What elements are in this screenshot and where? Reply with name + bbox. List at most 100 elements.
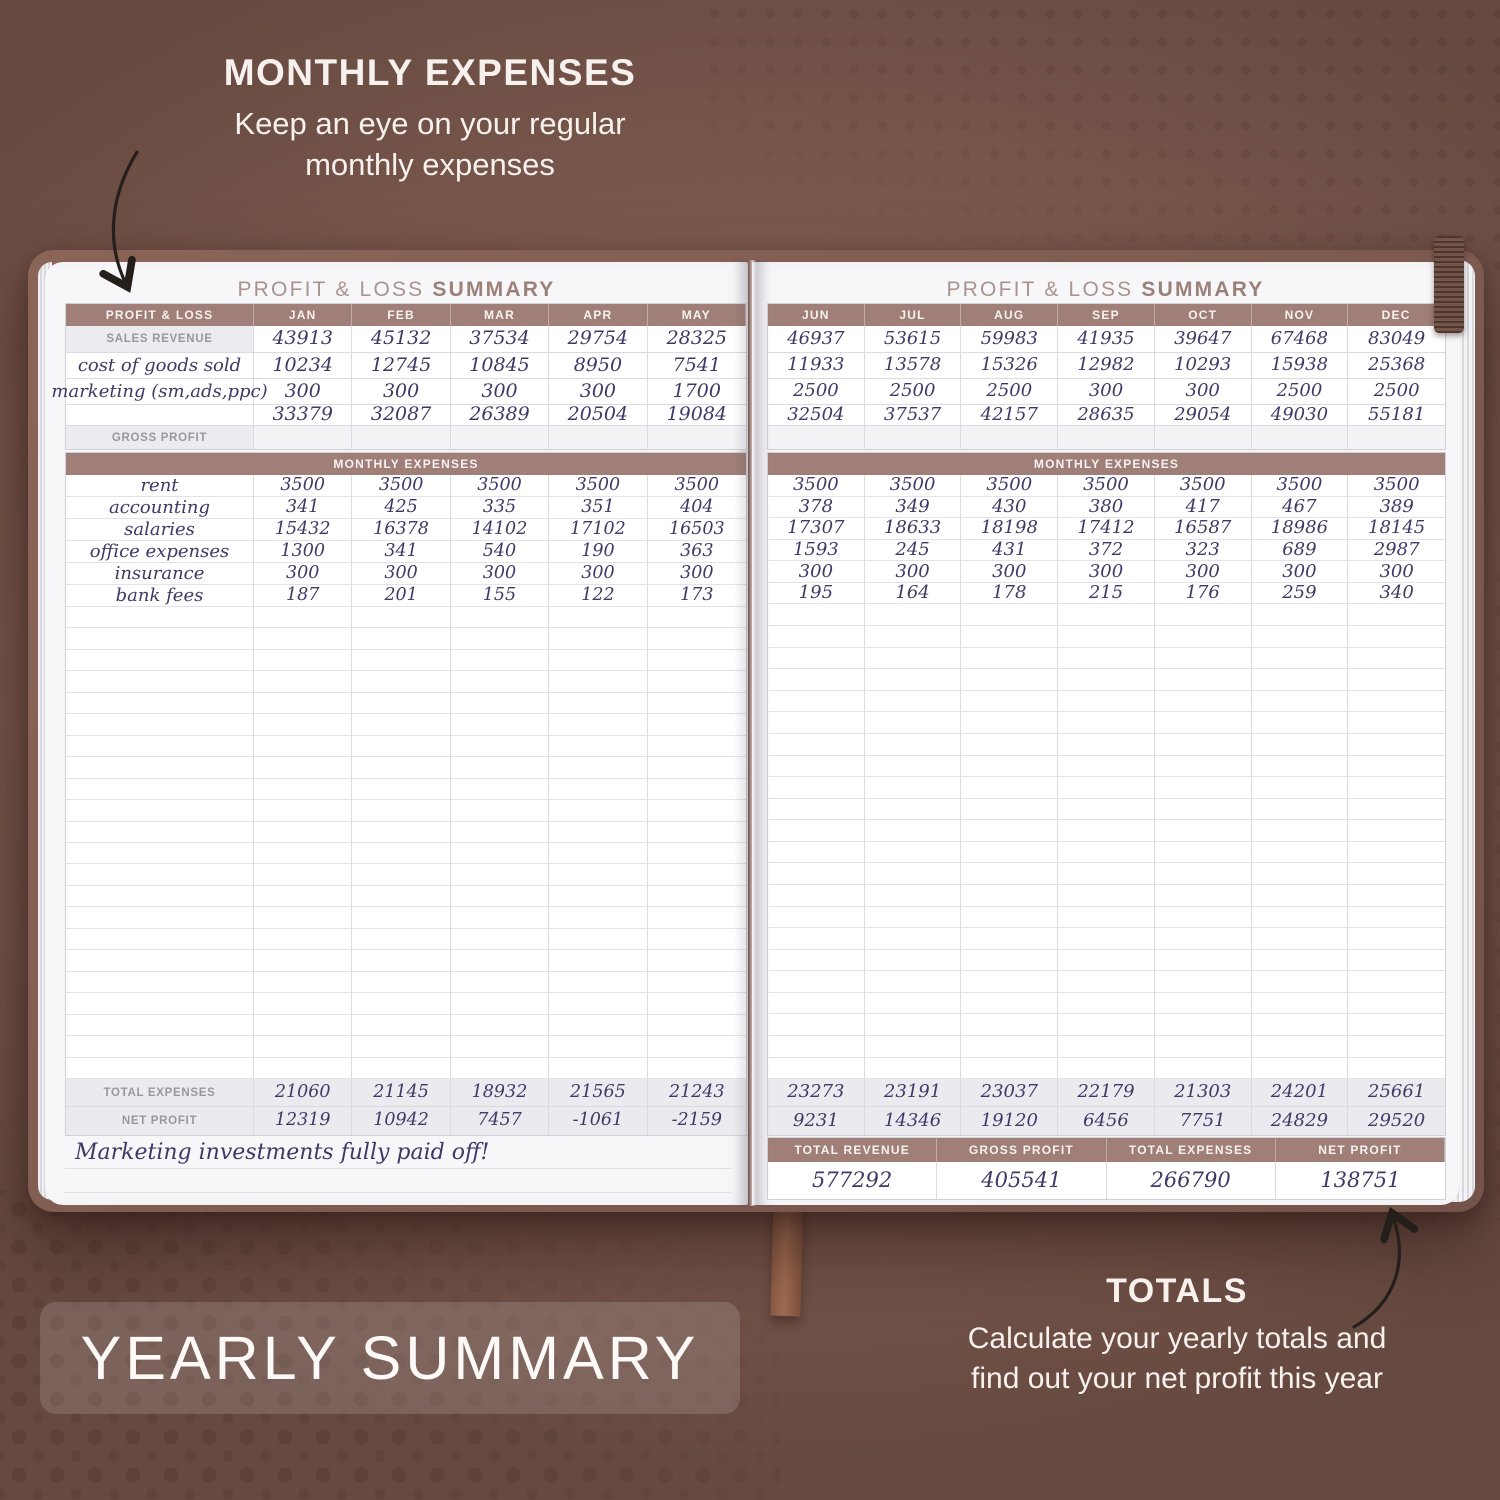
table-cell <box>647 822 746 843</box>
table-cell: 178 <box>961 582 1059 605</box>
table-cell <box>1251 1036 1349 1058</box>
table-cell: 300 <box>450 563 550 585</box>
table-cell <box>1154 884 1252 907</box>
table-cell: 53615 <box>864 326 962 353</box>
table-cell <box>1154 841 1252 864</box>
table-cell <box>647 426 746 449</box>
table-cell <box>254 692 353 715</box>
table-cell: 22179 <box>1058 1079 1155 1107</box>
table-cell <box>768 626 865 648</box>
table-cell: 378 <box>768 496 865 519</box>
table-cell: -2159 <box>647 1107 746 1135</box>
table-cell: 3500 <box>768 475 865 497</box>
table-cell <box>254 1057 353 1079</box>
table-cell <box>1154 733 1252 756</box>
table-cell <box>864 1014 962 1037</box>
table-cell <box>1154 820 1252 842</box>
table-cell <box>549 971 648 994</box>
table-row: 378 349 430 380 417 467 389 <box>768 496 1445 519</box>
monthly-expenses-table-left: MONTHLY EXPENSES rent 3500 3500 3500 3500 3500… <box>65 452 747 1136</box>
table-cell: 28325 <box>647 326 746 353</box>
table-cell <box>864 690 962 713</box>
table-cell <box>1154 690 1252 713</box>
handwritten-note: Marketing investments fully paid off! <box>75 1140 490 1165</box>
table-cell <box>961 949 1059 972</box>
table-cell <box>1154 669 1252 691</box>
table-cell: 10845 <box>450 353 550 379</box>
table-row: accounting 341 425 335 351 404 <box>66 497 746 519</box>
table-cell <box>352 671 451 693</box>
table-cell <box>352 628 451 650</box>
table-cell <box>1348 734 1445 756</box>
elastic-band <box>1434 236 1464 333</box>
table-cell <box>1154 949 1252 972</box>
table-cell: 335 <box>450 497 550 519</box>
table-cell <box>961 647 1059 670</box>
table-cell: 300 <box>1251 561 1349 583</box>
table-cell <box>66 1014 254 1037</box>
table-cell <box>450 864 550 886</box>
table-cell <box>352 426 451 449</box>
table-cell <box>768 841 865 864</box>
table-cell: 300 <box>1154 561 1252 583</box>
table-cell: 405541 <box>937 1162 1107 1199</box>
table-cell <box>1058 426 1155 449</box>
table-cell <box>1058 777 1155 799</box>
table-cell <box>66 971 254 994</box>
table-cell <box>647 843 746 865</box>
table-cell <box>768 884 865 907</box>
table-cell <box>66 714 254 736</box>
table-cell <box>768 1014 865 1037</box>
totals-header: GROSS PROFIT <box>937 1138 1107 1162</box>
table-cell: 24829 <box>1251 1107 1349 1135</box>
table-cell <box>549 864 648 886</box>
table-cell <box>864 604 962 627</box>
table-cell: 363 <box>647 541 746 563</box>
table-cell: 23037 <box>961 1079 1059 1107</box>
table-cell: 12745 <box>352 353 451 379</box>
table-cell <box>450 907 550 929</box>
table-cell <box>768 906 865 929</box>
table-row <box>66 821 746 843</box>
month-header: MAY <box>647 304 746 326</box>
row-label: TOTAL EXPENSES <box>66 1079 254 1107</box>
table-cell <box>549 885 648 908</box>
table-cell <box>352 842 451 865</box>
table-cell: 155 <box>450 585 550 607</box>
table-cell <box>450 1057 550 1079</box>
annotation-totals: TOTALS Calculate your yearly totals and … <box>872 1272 1482 1398</box>
page-title-bold: SUMMARY <box>1141 278 1265 301</box>
table-row <box>66 628 746 650</box>
table-cell: 20504 <box>549 405 648 426</box>
table-cell <box>450 1036 550 1058</box>
table-cell <box>1154 971 1252 993</box>
table-cell <box>647 714 746 736</box>
table-cell: 1593 <box>768 539 865 562</box>
table-cell <box>768 1057 865 1080</box>
profit-loss-table-left: PROFIT & LOSS JAN FEB MAR APR MAY SALES REVENU… <box>51 303 747 450</box>
table-row <box>66 607 746 629</box>
table-row <box>66 671 746 693</box>
table-cell <box>1251 971 1349 993</box>
table-rows: 3500 3500 3500 3500 3500 3500 3500 378 349 430 380… <box>768 475 1445 1080</box>
table-cell <box>549 426 648 449</box>
table-cell: 323 <box>1154 539 1252 562</box>
table-cell: 17307 <box>768 518 865 540</box>
month-header: DEC <box>1348 304 1445 326</box>
table-cell <box>864 733 962 756</box>
table-cell <box>647 800 746 822</box>
table-cell: 300 <box>254 379 353 405</box>
table-cell: 215 <box>1058 582 1155 605</box>
table-cell <box>1058 863 1155 885</box>
table-cell: 266790 <box>1107 1162 1276 1199</box>
table-cell <box>1058 906 1155 929</box>
table-row <box>66 735 746 758</box>
table-row: TOTAL EXPENSES 21060 21145 18932 21565 21243 <box>66 1079 746 1107</box>
table-cell <box>352 1014 451 1037</box>
table-row: bank fees 187 201 155 122 173 <box>66 585 746 607</box>
table-cell <box>1251 690 1349 713</box>
table-cell: 21243 <box>647 1079 746 1107</box>
month-header: APR <box>549 304 648 326</box>
table-cell <box>1058 647 1155 670</box>
month-header: NOV <box>1251 304 1349 326</box>
